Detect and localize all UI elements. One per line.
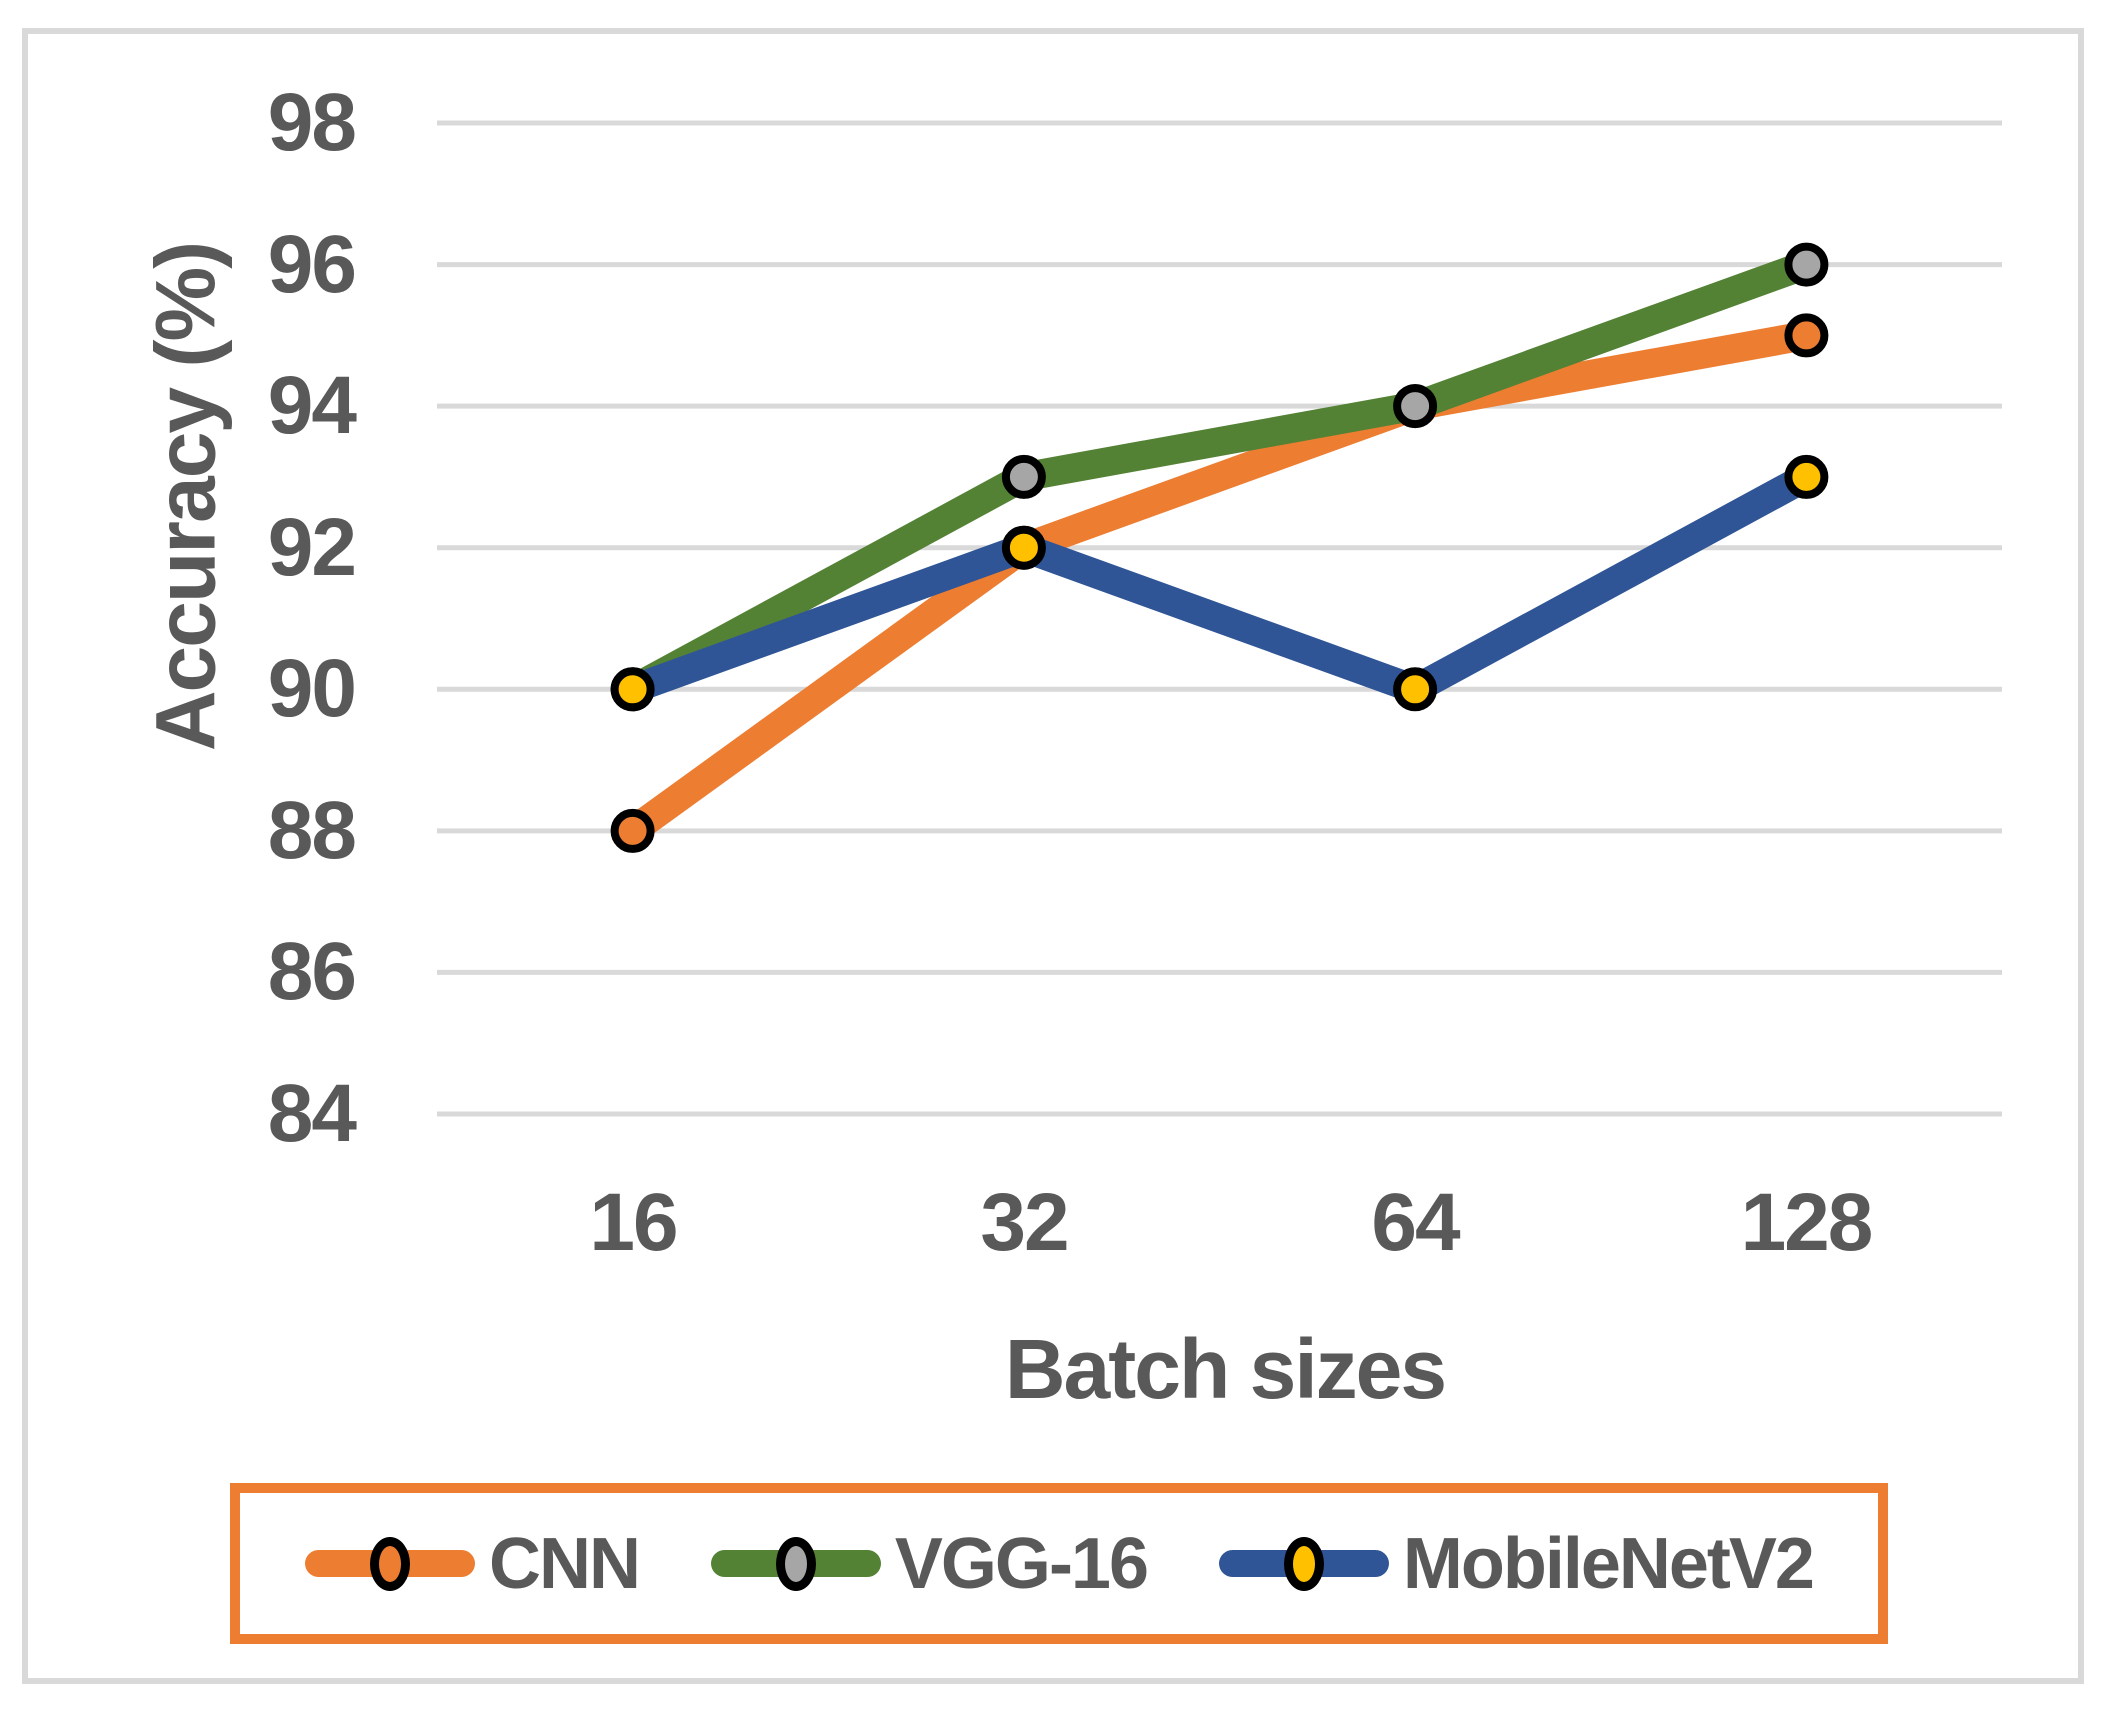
data-point-vgg-16 xyxy=(1784,242,1829,287)
legend-item-vgg-16: VGG-16 xyxy=(710,1523,1149,1605)
x-axis-tick-label: 128 xyxy=(1740,1177,1874,1268)
legend: CNN VGG-16 MobileNetV2 xyxy=(230,1483,1888,1644)
x-axis-tick-label: 16 xyxy=(589,1177,678,1268)
data-point-cnn xyxy=(1784,313,1829,358)
series-line-mobilenetv2 xyxy=(618,462,1821,704)
y-axis-tick-label: 86 xyxy=(267,926,357,1017)
legend-marker-icon-cnn xyxy=(370,1536,410,1591)
data-point-cnn xyxy=(610,808,655,853)
series-mobilenetv2 xyxy=(610,454,1829,712)
series-cnn xyxy=(610,313,1829,853)
y-axis-tick-label: 84 xyxy=(267,1068,357,1159)
legend-item-mobilenetv2: MobileNetV2 xyxy=(1218,1523,1815,1605)
data-point-mobilenetv2 xyxy=(1784,454,1829,499)
y-axis-tick-label: 88 xyxy=(267,785,357,876)
legend-marker-icon-mobilenetv2 xyxy=(1283,1536,1324,1591)
series-line-cnn xyxy=(618,320,1821,846)
y-axis-tick-label: 92 xyxy=(267,502,357,593)
legend-marker-icon-vgg-16 xyxy=(775,1536,816,1591)
legend-line-sample-mobilenetv2 xyxy=(1218,1536,1389,1591)
series-line-vgg-16 xyxy=(618,250,1821,704)
data-point-mobilenetv2 xyxy=(1393,667,1438,712)
x-axis-title: Batch sizes xyxy=(1004,1322,1447,1416)
data-point-mobilenetv2 xyxy=(610,667,655,712)
y-axis-tick-label: 98 xyxy=(267,77,357,168)
data-point-mobilenetv2 xyxy=(1001,525,1046,570)
x-axis-tick-label: 64 xyxy=(1371,1177,1460,1268)
y-axis-tick-label: 90 xyxy=(267,643,357,734)
x-axis-tick-label: 32 xyxy=(980,1177,1069,1268)
data-point-vgg-16 xyxy=(1393,384,1438,429)
legend-label: VGG-16 xyxy=(894,1523,1149,1604)
data-point-vgg-16 xyxy=(1001,454,1046,499)
y-axis-tick-label: 94 xyxy=(267,360,357,451)
legend-line-sample-vgg-16 xyxy=(710,1536,881,1591)
legend-label: CNN xyxy=(489,1523,641,1604)
y-axis-tick-label: 96 xyxy=(267,219,357,310)
y-axis-title: Accuracy (%) xyxy=(138,242,233,752)
legend-item-cnn: CNN xyxy=(305,1523,641,1605)
legend-line-sample-cnn xyxy=(305,1536,475,1591)
legend-label: MobileNetV2 xyxy=(1402,1523,1815,1604)
gridlines xyxy=(437,120,2002,1117)
chart-border-frame xyxy=(22,28,2084,1684)
